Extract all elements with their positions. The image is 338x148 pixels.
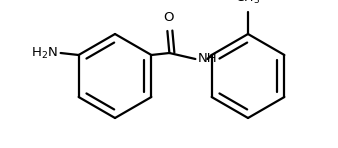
Text: O: O — [163, 11, 174, 24]
Text: NH: NH — [197, 53, 217, 66]
Text: CH$_3$: CH$_3$ — [236, 0, 261, 6]
Text: H$_2$N: H$_2$N — [31, 45, 57, 61]
